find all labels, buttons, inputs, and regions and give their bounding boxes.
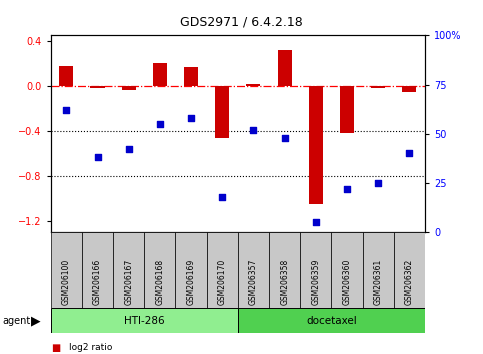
Text: GSM206360: GSM206360 [342,258,352,305]
Text: GSM206100: GSM206100 [62,259,71,305]
Bar [184,67,198,86]
Bar [144,232,175,308]
Bar [300,232,331,308]
Text: GSM206358: GSM206358 [280,259,289,305]
Bar [59,66,73,86]
Text: GSM206168: GSM206168 [156,259,164,305]
Bar [207,232,238,308]
Point [406,150,413,156]
Bar [246,84,260,86]
Point [156,121,164,127]
Text: GSM206167: GSM206167 [124,259,133,305]
Bar [269,232,300,308]
Point [218,194,226,199]
Point [312,219,320,225]
Text: ▶: ▶ [31,314,41,327]
Bar [51,232,82,308]
Bar [153,63,167,86]
Bar [238,232,269,308]
Text: GSM206357: GSM206357 [249,258,258,305]
Text: ■: ■ [51,343,60,353]
Bar [215,86,229,138]
Point [62,107,70,113]
Bar [82,232,113,308]
Bar [122,86,136,90]
Text: GSM206166: GSM206166 [93,259,102,305]
Bar [371,86,385,88]
Text: GSM206169: GSM206169 [186,259,196,305]
Bar [394,232,425,308]
Bar [402,86,416,92]
Point [94,154,101,160]
Bar [309,86,323,204]
Text: GSM206361: GSM206361 [374,259,383,305]
Bar [175,232,207,308]
Text: docetaxel: docetaxel [306,316,357,326]
Text: GSM206362: GSM206362 [405,259,414,305]
Bar [238,308,425,333]
Bar [278,50,292,86]
Bar [113,232,144,308]
Text: GSM206359: GSM206359 [312,258,320,305]
Point [281,135,288,141]
Text: GDS2971 / 6.4.2.18: GDS2971 / 6.4.2.18 [180,15,303,28]
Point [125,147,132,152]
Bar [331,232,363,308]
Bar [51,308,238,333]
Bar [363,232,394,308]
Point [374,180,382,185]
Point [187,115,195,121]
Text: HTI-286: HTI-286 [124,316,165,326]
Text: log2 ratio: log2 ratio [69,343,113,352]
Text: agent: agent [2,316,30,326]
Bar [340,86,354,133]
Text: GSM206170: GSM206170 [218,259,227,305]
Point [250,127,257,132]
Bar [90,86,104,88]
Point [343,186,351,192]
